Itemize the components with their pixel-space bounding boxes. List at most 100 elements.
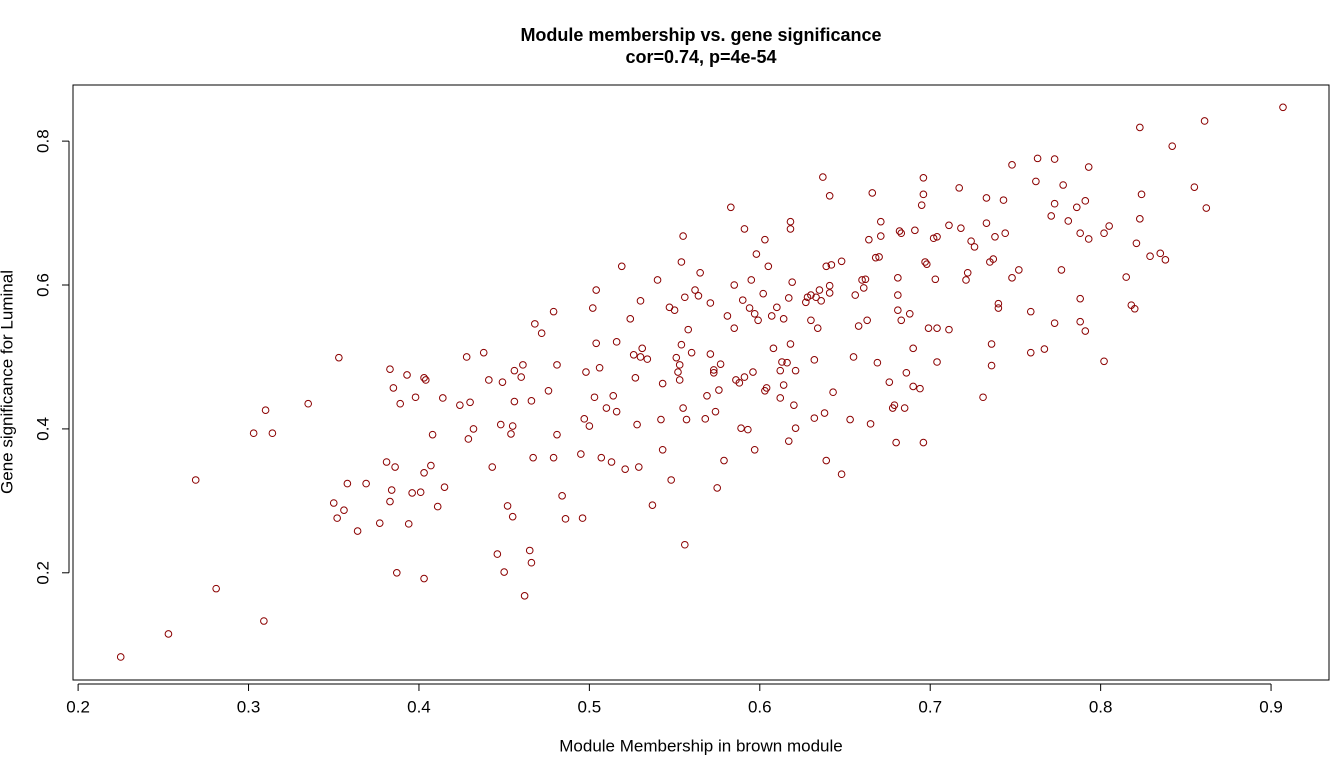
point — [696, 268, 704, 277]
point — [778, 358, 786, 366]
point — [694, 292, 703, 300]
point — [902, 368, 911, 377]
point — [684, 325, 693, 334]
point — [1081, 197, 1090, 205]
x-tick-label: 0.4 — [407, 697, 431, 716]
point — [677, 258, 686, 266]
point — [813, 324, 822, 332]
point — [469, 425, 478, 433]
point — [865, 235, 873, 244]
point — [706, 350, 715, 358]
point — [747, 276, 756, 284]
point — [427, 461, 435, 470]
point — [340, 506, 348, 515]
point — [827, 261, 836, 269]
point — [931, 275, 940, 284]
point — [592, 339, 600, 348]
point — [876, 232, 885, 240]
point — [851, 291, 860, 299]
point — [737, 424, 745, 432]
point — [1050, 155, 1059, 163]
y-tick-label: 0.4 — [33, 417, 52, 441]
point — [531, 320, 539, 328]
point — [375, 519, 384, 527]
point — [1122, 273, 1130, 281]
point — [617, 262, 626, 271]
point — [631, 374, 640, 382]
point — [784, 437, 793, 445]
point — [592, 286, 600, 294]
point — [740, 373, 749, 381]
point — [1161, 256, 1170, 264]
point — [703, 392, 711, 400]
point — [1076, 294, 1084, 303]
point — [895, 227, 904, 235]
point — [745, 304, 754, 312]
point — [578, 514, 587, 522]
point — [607, 458, 616, 466]
y-tick-label: 0.2 — [33, 561, 52, 585]
point — [1050, 319, 1059, 327]
point — [1008, 274, 1016, 282]
point — [991, 233, 999, 241]
point — [681, 540, 689, 549]
point — [894, 291, 902, 299]
point — [416, 488, 425, 497]
point — [466, 398, 474, 407]
point — [929, 234, 938, 243]
point — [709, 368, 718, 377]
point — [260, 617, 268, 625]
point — [784, 294, 793, 302]
point — [553, 361, 561, 369]
point — [558, 492, 566, 500]
point — [510, 366, 519, 375]
point — [715, 386, 723, 394]
point — [304, 399, 312, 408]
point — [716, 360, 725, 368]
point — [164, 630, 173, 638]
point — [411, 393, 420, 402]
point — [629, 351, 638, 359]
point — [933, 233, 941, 241]
point — [1032, 177, 1040, 186]
x-tick-label: 0.8 — [1089, 697, 1113, 716]
point — [1026, 348, 1035, 357]
point — [866, 420, 875, 428]
point — [802, 298, 810, 307]
point — [1076, 229, 1084, 238]
point — [820, 409, 829, 417]
point — [577, 450, 585, 458]
point — [876, 217, 885, 226]
point — [510, 397, 519, 406]
point — [897, 229, 906, 238]
point — [807, 291, 815, 299]
point — [822, 456, 831, 465]
point — [520, 592, 529, 600]
point — [561, 515, 570, 523]
point — [885, 378, 894, 386]
point — [810, 356, 819, 364]
point — [875, 253, 883, 261]
point — [871, 253, 880, 262]
point — [967, 237, 975, 245]
point — [919, 174, 928, 182]
point — [636, 353, 645, 361]
point — [387, 486, 396, 494]
point — [776, 366, 785, 375]
point — [597, 453, 606, 462]
point — [791, 424, 800, 432]
point — [503, 502, 512, 510]
point — [621, 465, 629, 473]
point — [420, 374, 428, 382]
point — [362, 479, 370, 488]
point — [396, 399, 405, 408]
point — [962, 276, 970, 284]
point — [764, 262, 773, 271]
point — [735, 379, 744, 387]
point — [979, 393, 987, 402]
point — [667, 476, 675, 484]
point — [116, 653, 125, 661]
plot-frame — [72, 84, 1330, 681]
